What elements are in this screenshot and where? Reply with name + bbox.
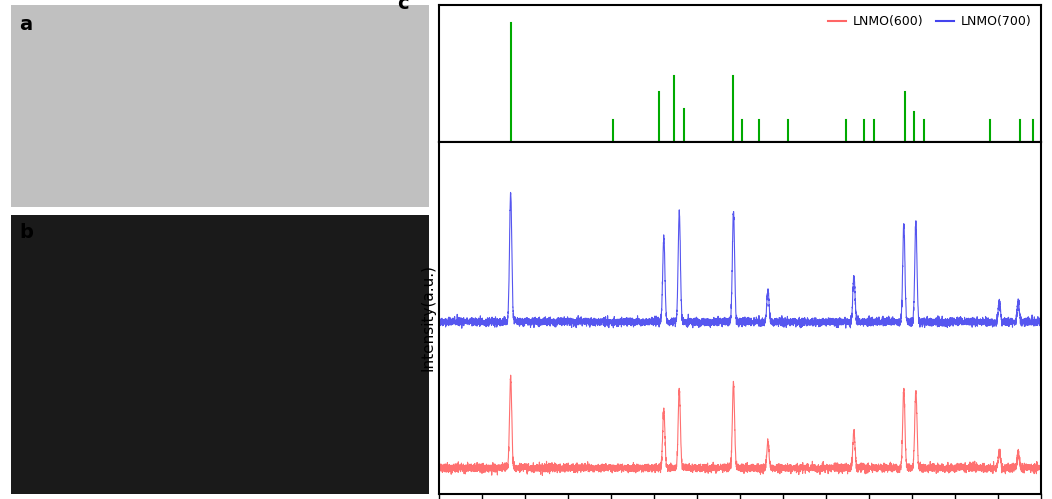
Y-axis label: Intensity(a.u.): Intensity(a.u.) xyxy=(420,264,436,371)
Text: c: c xyxy=(397,0,409,13)
Text: a: a xyxy=(19,15,32,34)
Legend: LNMO(600), LNMO(700): LNMO(600), LNMO(700) xyxy=(824,11,1035,32)
Text: b: b xyxy=(19,223,33,242)
